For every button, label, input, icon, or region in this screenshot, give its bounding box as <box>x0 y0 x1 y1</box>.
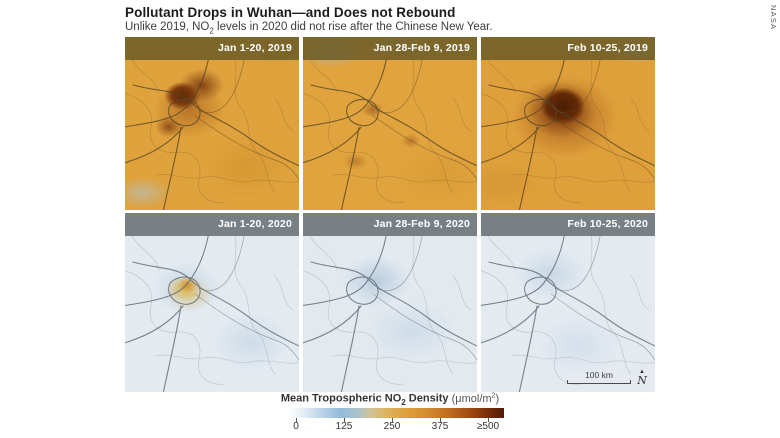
road-network <box>125 236 299 392</box>
colorbar-tick <box>344 418 345 422</box>
compass-north-letter: N <box>637 374 647 387</box>
road-network <box>481 236 655 392</box>
scale-bar-label: 100 km <box>585 370 613 380</box>
no2-map-2019-feb-early <box>303 37 477 210</box>
colorbar-tick-label: 125 <box>335 421 353 432</box>
road-network <box>125 60 299 210</box>
colorbar-tick <box>296 418 297 422</box>
map-panel-feb-10-25-2020: 100 km ▲ N Feb 10-25, 2020 <box>481 213 655 392</box>
no2-map-2020-feb-early <box>303 213 477 392</box>
road-network <box>303 236 477 392</box>
panel-label: Feb 10-25, 2020 <box>481 213 655 236</box>
colorbar-tick-label: 250 <box>383 421 401 432</box>
road-network <box>481 60 655 210</box>
no2-colorbar <box>288 408 504 418</box>
colorbar-tick-label: ≥500 <box>476 421 500 432</box>
panel-label: Jan 1-20, 2019 <box>125 37 299 60</box>
map-panel-jan-28-feb-9-2019: Jan 28-Feb 9, 2019 <box>303 37 477 210</box>
colorbar-tick <box>488 418 489 422</box>
panel-label: Feb 10-25, 2019 <box>481 37 655 60</box>
scale-bar: 100 km <box>567 370 631 384</box>
panel-label: Jan 28-Feb 9, 2020 <box>303 213 477 236</box>
map-panel-jan-1-20-2020: Jan 1-20, 2020 <box>125 213 299 392</box>
map-panel-feb-10-25-2019: Feb 10-25, 2019 <box>481 37 655 210</box>
colorbar-tick <box>392 418 393 422</box>
map-panel-jan-28-feb-9-2020: Jan 28-Feb 9, 2020 <box>303 213 477 392</box>
panel-label: Jan 28-Feb 9, 2019 <box>303 37 477 60</box>
colorbar-tick-label: 0 <box>293 421 299 432</box>
no2-map-2020-feb-late <box>481 213 655 392</box>
colorbar-tick-label: 375 <box>431 421 449 432</box>
nasa-credit: NASA <box>769 5 778 31</box>
no2-map-2020-jan <box>125 213 299 392</box>
panel-label: Jan 1-20, 2020 <box>125 213 299 236</box>
map-panel-jan-1-20-2019: Jan 1-20, 2019 <box>125 37 299 210</box>
no2-map-2019-feb-late <box>481 37 655 210</box>
page-subtitle: Unlike 2019, NO2 levels in 2020 did not … <box>125 21 493 36</box>
no2-map-2019-jan <box>125 37 299 210</box>
road-network <box>303 60 477 210</box>
page-title: Pollutant Drops in Wuhan—and Does not Re… <box>125 5 456 20</box>
compass-arrow-icon: ▲ <box>639 369 645 375</box>
scale-bar-line <box>567 380 631 384</box>
colorbar-tick <box>440 418 441 422</box>
compass: ▲ N <box>635 369 649 386</box>
legend-title: Mean Tropospheric NO2 Density (μmol/m2) <box>280 392 500 407</box>
